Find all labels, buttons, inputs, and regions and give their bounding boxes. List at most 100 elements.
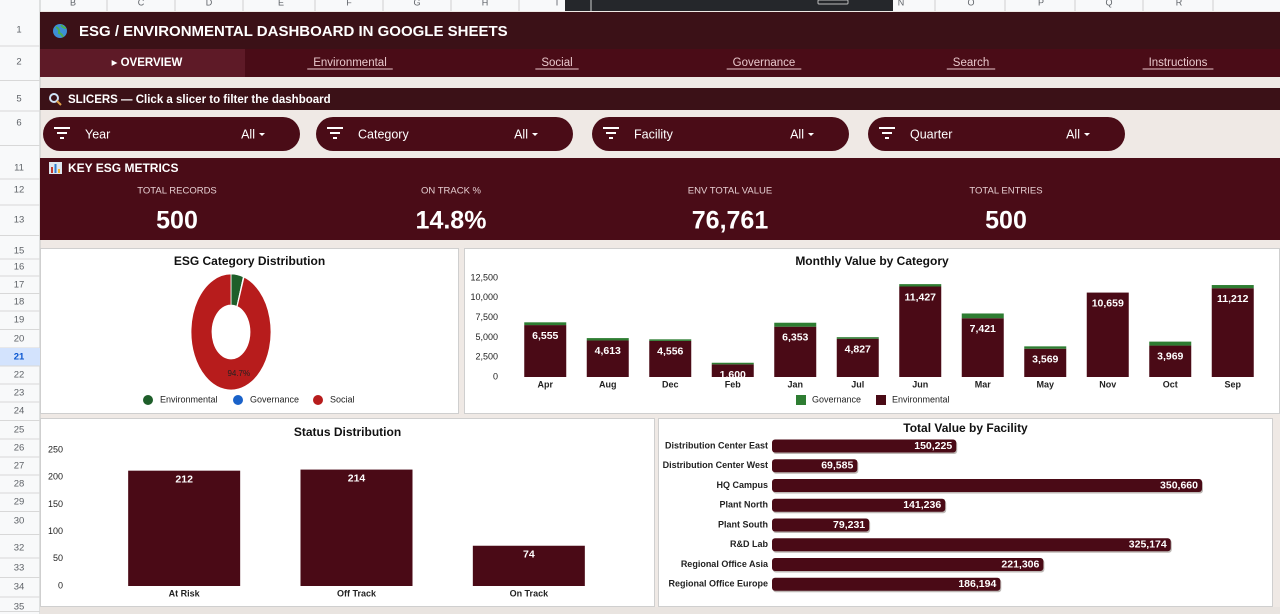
nav-tab[interactable]: ▸ OVERVIEW	[112, 57, 183, 69]
bar-segment	[836, 338, 879, 377]
legend-label: Social	[330, 394, 355, 404]
slicer-label: Category	[358, 127, 409, 141]
bar	[772, 558, 1044, 571]
x-tick-label: Mar	[975, 379, 992, 389]
dashboard-title: ESG / ENVIRONMENTAL DASHBOARD IN GOOGLE …	[79, 23, 508, 40]
column-letter: N	[898, 0, 905, 7]
row-number: 27	[14, 461, 25, 472]
slicer-pill[interactable]	[316, 117, 573, 151]
bar-segment	[1149, 345, 1192, 377]
column-letter: G	[413, 0, 420, 7]
metric-value: 500	[156, 207, 198, 235]
bar-value-label: 6,353	[782, 331, 808, 343]
x-tick-label: Jul	[851, 379, 864, 389]
dropdown-arrow	[532, 133, 538, 136]
nav-tab[interactable]: Environmental	[313, 57, 387, 69]
bar	[472, 545, 585, 586]
bottom-strip	[40, 607, 1280, 614]
metrics-icon-bar	[58, 169, 60, 173]
bar-segment	[899, 286, 942, 377]
row-number: 20	[14, 334, 25, 345]
legend-swatch	[796, 395, 806, 405]
bar	[772, 479, 1202, 492]
y-category-label: Plant South	[718, 519, 768, 529]
y-tick-label: 0	[493, 371, 498, 381]
bar-segment	[774, 322, 817, 327]
metric-label: ON TRACK %	[421, 186, 482, 197]
bar-segment	[899, 284, 942, 287]
row-number: 18	[14, 297, 25, 308]
nav-tab[interactable]: Social	[541, 57, 572, 69]
bar	[772, 538, 1171, 552]
bar-segment	[1024, 346, 1067, 349]
nav-tab[interactable]: Governance	[733, 57, 796, 69]
legend-label: Governance	[250, 394, 299, 404]
bar-value-label: 11,427	[904, 291, 936, 303]
column-letter: R	[1176, 0, 1183, 7]
row-number: 11	[14, 163, 24, 174]
x-tick-label: Aug	[599, 379, 617, 389]
dropdown-arrow	[259, 133, 265, 136]
x-tick-label: Dec	[662, 379, 679, 389]
toolbar-button[interactable]	[817, 0, 849, 5]
bar-value-label: 186,194	[958, 578, 996, 590]
legend-swatch	[876, 395, 886, 405]
bar-segment	[1211, 288, 1254, 377]
column-letter: B	[70, 0, 76, 7]
slicer-header-band	[40, 88, 1280, 110]
metrics-band	[40, 158, 1280, 240]
column-letter: D	[206, 0, 213, 7]
row-number: 28	[14, 479, 25, 490]
y-tick-label: 10,000	[470, 292, 498, 302]
row-number: 16	[14, 262, 25, 273]
row-number: 12	[14, 185, 25, 196]
row-number: 13	[14, 215, 25, 226]
dropdown-arrow	[808, 133, 814, 136]
chart-title: ESG Category Distribution	[174, 254, 325, 268]
x-tick-label: Sep	[1224, 379, 1241, 389]
bar-segment	[1024, 348, 1067, 377]
bar-value-label: 4,613	[595, 345, 621, 357]
y-tick-label: 200	[48, 472, 63, 482]
metric-label: ENV TOTAL VALUE	[688, 186, 772, 197]
row-number: 25	[14, 425, 25, 436]
slicer-value: All	[1066, 127, 1080, 141]
bar-value-label: 7,421	[970, 323, 996, 335]
slicer-pill[interactable]	[592, 117, 849, 151]
column-letter: O	[967, 0, 974, 7]
chart-panel	[658, 418, 1273, 607]
metric-value: 500	[985, 207, 1027, 235]
bar-value-label: 3,569	[1032, 354, 1058, 366]
nav-tab[interactable]: Search	[953, 57, 989, 69]
bar-value-label: 1,600	[720, 369, 746, 381]
legend-label: Governance	[812, 394, 861, 404]
nav-tab[interactable]: Instructions	[1149, 57, 1208, 69]
bar-value-label: 74	[523, 549, 535, 561]
y-category-label: Plant North	[720, 500, 769, 510]
bar-segment	[524, 322, 567, 326]
x-tick-label: Off Track	[337, 588, 377, 598]
row-number: 2	[16, 57, 21, 68]
bar-value-label: 10,659	[1092, 297, 1124, 309]
row-number: 6	[16, 118, 21, 129]
legend-swatch	[143, 395, 153, 405]
x-tick-label: Feb	[725, 379, 742, 389]
x-tick-label: Apr	[538, 379, 554, 389]
slicer-value: All	[790, 127, 804, 141]
y-tick-label: 50	[53, 553, 63, 563]
row-number: 34	[14, 582, 25, 593]
bar-segment	[711, 362, 754, 365]
slicer-pill[interactable]	[868, 117, 1125, 151]
row-number: 5	[16, 94, 21, 105]
row-number: 33	[14, 563, 25, 574]
bar-value-label: 79,231	[833, 519, 865, 531]
tab-bar	[40, 49, 1280, 77]
slicer-label: Quarter	[910, 127, 952, 141]
row-number: 17	[14, 280, 25, 291]
bar	[772, 439, 957, 453]
globe-icon-land	[55, 24, 67, 38]
row-number: 19	[14, 315, 25, 326]
bar	[772, 577, 1001, 591]
slicer-pill[interactable]	[43, 117, 300, 151]
